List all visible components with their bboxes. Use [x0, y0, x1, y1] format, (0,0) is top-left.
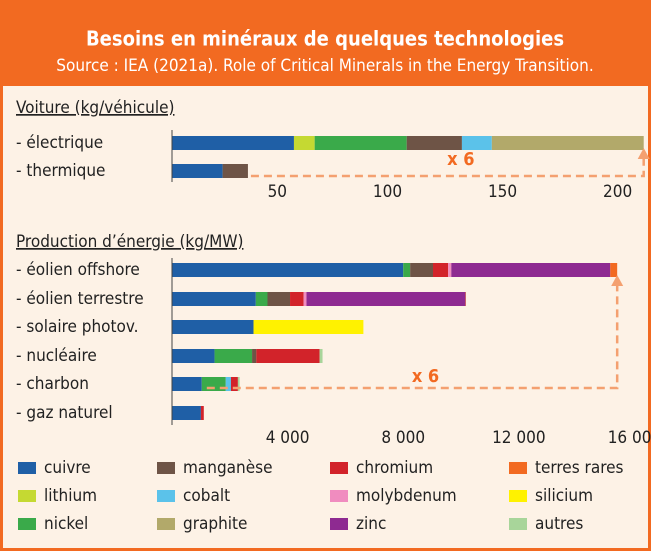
legend-swatch	[157, 462, 175, 474]
x-tick-label: 4 000	[266, 428, 310, 448]
x-tick-label: 12 000	[492, 428, 546, 448]
annotation: x 6	[412, 366, 439, 387]
legend-swatch	[157, 490, 175, 502]
bar-segment	[307, 292, 466, 306]
legend-swatch	[509, 518, 527, 530]
bar-segment	[320, 349, 323, 363]
category-label: - charbon	[16, 374, 89, 394]
legend-swatch	[330, 462, 348, 474]
bar-segment	[267, 292, 290, 306]
legend-label: zinc	[356, 514, 386, 534]
bar-segment	[172, 349, 215, 363]
legend-swatch	[509, 490, 527, 502]
bar-segment	[172, 136, 294, 150]
category-label: - thermique	[16, 161, 105, 181]
bar-segment	[215, 349, 252, 363]
bar-segment	[315, 136, 407, 150]
chart-title: Production d’énergie (kg/MW)	[16, 232, 243, 252]
bar-segment	[256, 292, 268, 306]
legend-label: lithium	[44, 486, 97, 506]
legend-swatch	[330, 490, 348, 502]
bar-segment	[462, 136, 492, 150]
x-tick-label: 8 000	[381, 428, 425, 448]
subtitle: Source : IEA (2021a). Role of Critical M…	[56, 56, 593, 76]
bar-segment	[172, 406, 201, 420]
bar-segment	[410, 263, 433, 277]
bar-segment	[294, 136, 315, 150]
bar-segment	[256, 349, 319, 363]
category-label: - gaz naturel	[16, 403, 113, 423]
bar-segment	[304, 292, 307, 306]
bar-segment	[290, 292, 304, 306]
bar-segment	[407, 136, 462, 150]
bar-segment	[252, 349, 256, 363]
legend-swatch	[330, 518, 348, 530]
legend-swatch	[157, 518, 175, 530]
annotation: x 6	[447, 149, 474, 170]
legend-label: chromium	[356, 458, 433, 478]
legend-label: nickel	[44, 514, 88, 534]
chart-title: Voiture (kg/véhicule)	[16, 98, 174, 118]
legend-label: graphite	[183, 514, 247, 534]
bar-segment	[172, 292, 256, 306]
legend-swatch	[509, 462, 527, 474]
bar-segment	[172, 164, 223, 178]
bar-segment	[172, 263, 403, 277]
bar-segment	[610, 263, 617, 277]
legend-label: silicium	[535, 486, 593, 506]
bar-segment	[448, 263, 451, 277]
bar-segment	[492, 136, 644, 150]
category-label: - éolien offshore	[16, 260, 140, 280]
bar-segment	[403, 263, 410, 277]
legend-label: autres	[535, 514, 583, 534]
legend-swatch	[18, 490, 36, 502]
bar-segment	[172, 377, 202, 391]
bar-segment	[223, 164, 248, 178]
bar-segment	[254, 320, 364, 334]
x-tick-label: 200	[603, 182, 632, 202]
category-label: - solaire photov.	[16, 317, 138, 337]
bar-segment	[451, 263, 610, 277]
x-tick-label: 150	[488, 182, 517, 202]
legend-label: cuivre	[44, 458, 91, 478]
legend-label: molybdenum	[356, 486, 457, 506]
legend-label: cobalt	[183, 486, 230, 506]
x-tick-label: 16 000	[608, 428, 651, 448]
x-tick-label: 100	[373, 182, 402, 202]
legend-swatch	[18, 462, 36, 474]
legend-label: manganèse	[183, 458, 273, 478]
bar-segment	[172, 320, 254, 334]
category-label: - électrique	[16, 133, 103, 153]
bar-segment	[201, 406, 204, 420]
category-label: - éolien terrestre	[16, 289, 144, 309]
title: Besoins en minéraux de quelques technolo…	[86, 27, 564, 51]
category-label: - nucléaire	[16, 346, 97, 366]
legend-swatch	[18, 518, 36, 530]
legend-label: terres rares	[535, 458, 624, 478]
bar-segment	[433, 263, 448, 277]
x-tick-label: 50	[268, 182, 287, 202]
